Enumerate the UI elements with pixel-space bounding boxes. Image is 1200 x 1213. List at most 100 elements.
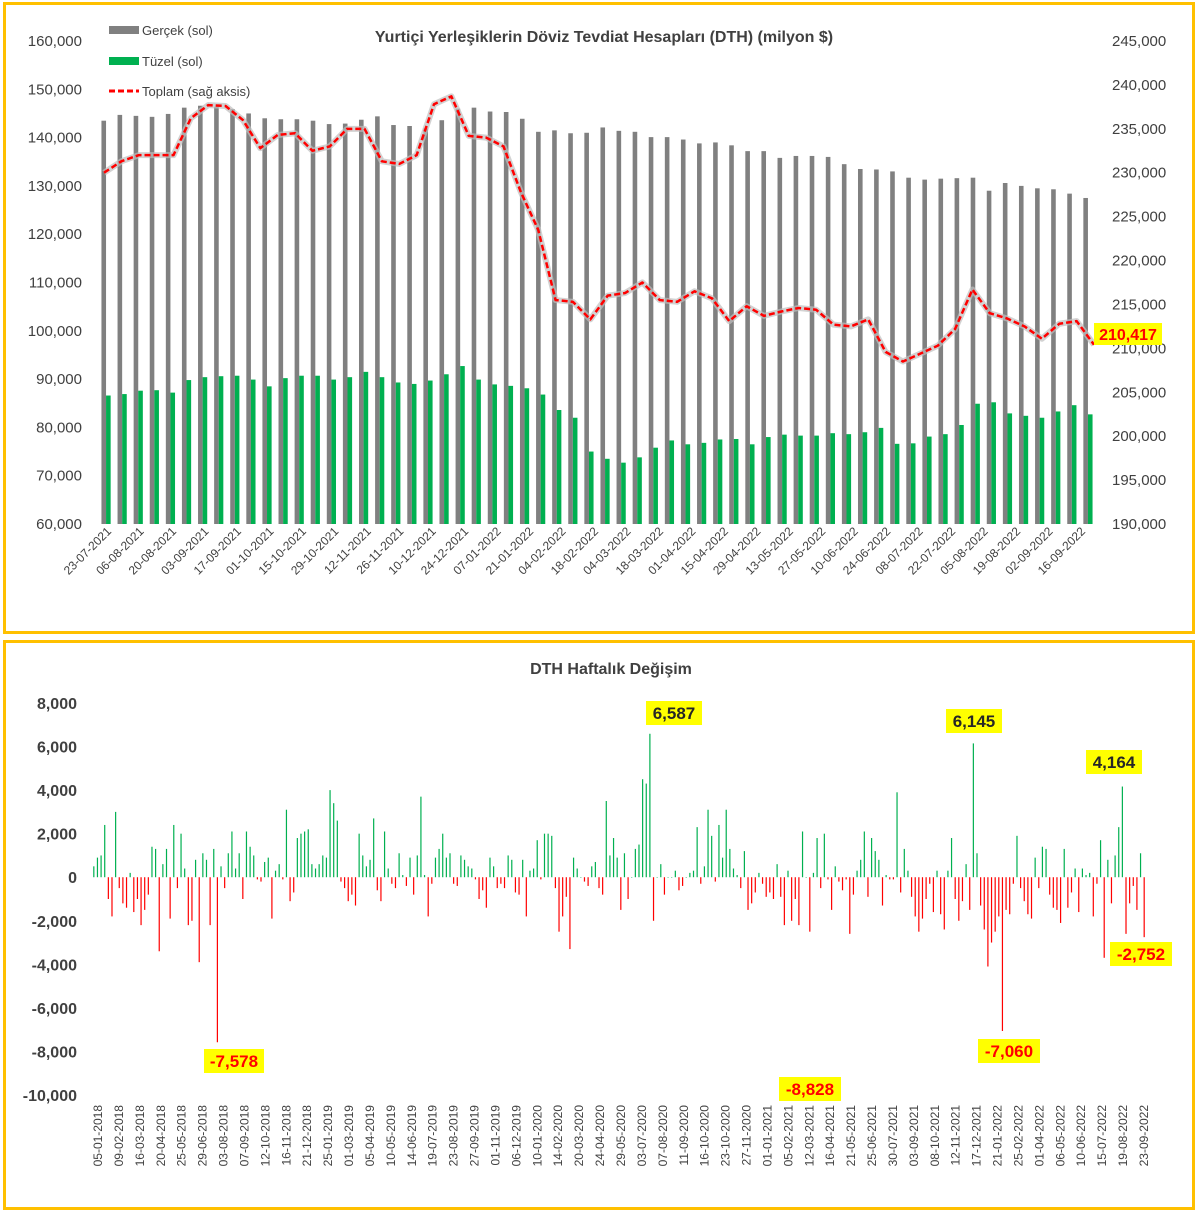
bar-gercek: [793, 155, 799, 525]
x-axis-date-label: 24-04-2020: [593, 1105, 607, 1167]
left-axis-tick-label: 70,000: [36, 468, 82, 485]
bar-tuzel: [283, 378, 288, 524]
bar-gercek: [181, 107, 187, 525]
x-axis-date-label: 23-10-2020: [719, 1105, 733, 1167]
bar-positive: [1074, 868, 1076, 878]
legend: Gerçek (sol) Tüzel (sol) Toplam (sağ aks…: [109, 23, 250, 99]
bar-tuzel: [975, 403, 980, 524]
x-axis-date-label: 07-09-2018: [237, 1105, 251, 1167]
bar-positive: [874, 851, 876, 878]
y-axis-tick-label: -6,000: [32, 1001, 77, 1018]
bar-positive: [903, 848, 905, 878]
bar-gercek: [246, 113, 251, 524]
bar-positive: [703, 866, 706, 878]
bar-negative: [271, 877, 273, 919]
bar-tuzel: [267, 386, 272, 524]
bar-tuzel: [701, 442, 707, 524]
bar-positive: [234, 868, 237, 878]
bar-negative: [456, 877, 458, 886]
bar-positive: [594, 861, 596, 878]
bar-negative: [144, 877, 146, 910]
bar-negative: [1009, 877, 1011, 915]
bar-positive: [805, 877, 807, 878]
bar-tuzel: [637, 457, 642, 524]
bar-negative: [140, 877, 142, 926]
y-axis-tick-label: 4,000: [37, 783, 77, 800]
bar-positive: [1034, 857, 1036, 878]
bar-negative: [929, 877, 931, 884]
bar-negative: [391, 877, 393, 884]
bar-negative: [256, 877, 258, 880]
bar-tuzel: [347, 377, 353, 524]
bar-positive: [543, 833, 546, 878]
bar-negative: [289, 877, 291, 902]
bar-negative: [1129, 877, 1131, 904]
bar-negative: [943, 877, 945, 930]
bar-negative: [838, 877, 840, 882]
bar-positive: [104, 824, 106, 878]
x-axis-date-label: 25-02-2022: [1011, 1105, 1025, 1167]
x-axis-date-label: 25-05-2018: [175, 1105, 189, 1167]
bar-positive: [100, 855, 102, 878]
bar-negative: [1110, 877, 1113, 904]
annotation-highlight: [204, 1049, 264, 1073]
bar-negative: [852, 877, 855, 895]
bar-negative: [932, 877, 934, 913]
left-axis-tick-label: 60,000: [36, 516, 82, 533]
bar-positive: [402, 875, 404, 878]
left-axis-tick-label: 150,000: [28, 81, 82, 98]
bar-positive: [823, 833, 825, 878]
bar-gercek: [198, 105, 203, 525]
bar-negative: [627, 877, 629, 899]
bar-positive: [373, 818, 375, 878]
x-axis-date-label: 11-09-2020: [677, 1105, 691, 1166]
bar-positive: [816, 838, 818, 878]
bar-negative: [1023, 877, 1025, 902]
bar-gercek: [809, 155, 815, 525]
x-axis-date-label: 05-02-2021: [781, 1105, 795, 1167]
bar-negative: [1103, 877, 1105, 958]
x-axis-date-label: 21-05-2021: [844, 1105, 858, 1167]
x-axis-date-label: 01-03-2019: [342, 1105, 356, 1167]
bar-tuzel: [476, 379, 481, 524]
bar-negative: [340, 877, 342, 882]
bar-negative: [380, 877, 382, 902]
bar-gercek: [423, 128, 428, 524]
bar-positive: [285, 809, 288, 878]
bar-positive: [438, 848, 440, 878]
bar-positive: [671, 877, 673, 878]
bar-negative: [980, 877, 982, 906]
bar-positive: [870, 838, 873, 878]
x-axis-date-label: 03-08-2018: [217, 1105, 231, 1167]
bar-negative: [1070, 877, 1073, 893]
bar-positive: [493, 866, 495, 878]
bar-positive: [1139, 853, 1142, 878]
x-axis-date-label: 09-02-2018: [112, 1105, 126, 1167]
bar-positive: [489, 857, 491, 878]
left-axis-tick-label: 120,000: [28, 226, 82, 243]
bar-positive: [547, 833, 549, 878]
bar-positive: [311, 864, 313, 878]
bar-gercek: [632, 131, 638, 524]
bar-positive: [707, 809, 709, 878]
bar-positive: [1081, 868, 1083, 878]
bar-gercek: [970, 177, 976, 524]
x-axis-date-label: 29-06-2018: [196, 1105, 210, 1167]
bar-negative: [111, 877, 113, 917]
bar-positive: [180, 833, 182, 878]
bar-gercek: [230, 109, 235, 524]
bar-negative: [478, 877, 480, 899]
bar-gercek: [761, 151, 767, 524]
right-axis-tick-label: 200,000: [1112, 428, 1166, 445]
bar-tuzel: [749, 444, 755, 524]
bar-tuzel: [991, 402, 996, 524]
bar-negative: [136, 877, 139, 899]
bar-gercek: [471, 107, 477, 525]
left-axis-tick-label: 80,000: [36, 419, 82, 436]
bar-negative: [827, 877, 829, 880]
bar-negative: [1136, 877, 1138, 910]
bar-positive: [307, 829, 309, 878]
bar-positive: [1041, 846, 1044, 878]
annotation-highlight: [1110, 942, 1172, 966]
bar-positive: [758, 872, 760, 878]
